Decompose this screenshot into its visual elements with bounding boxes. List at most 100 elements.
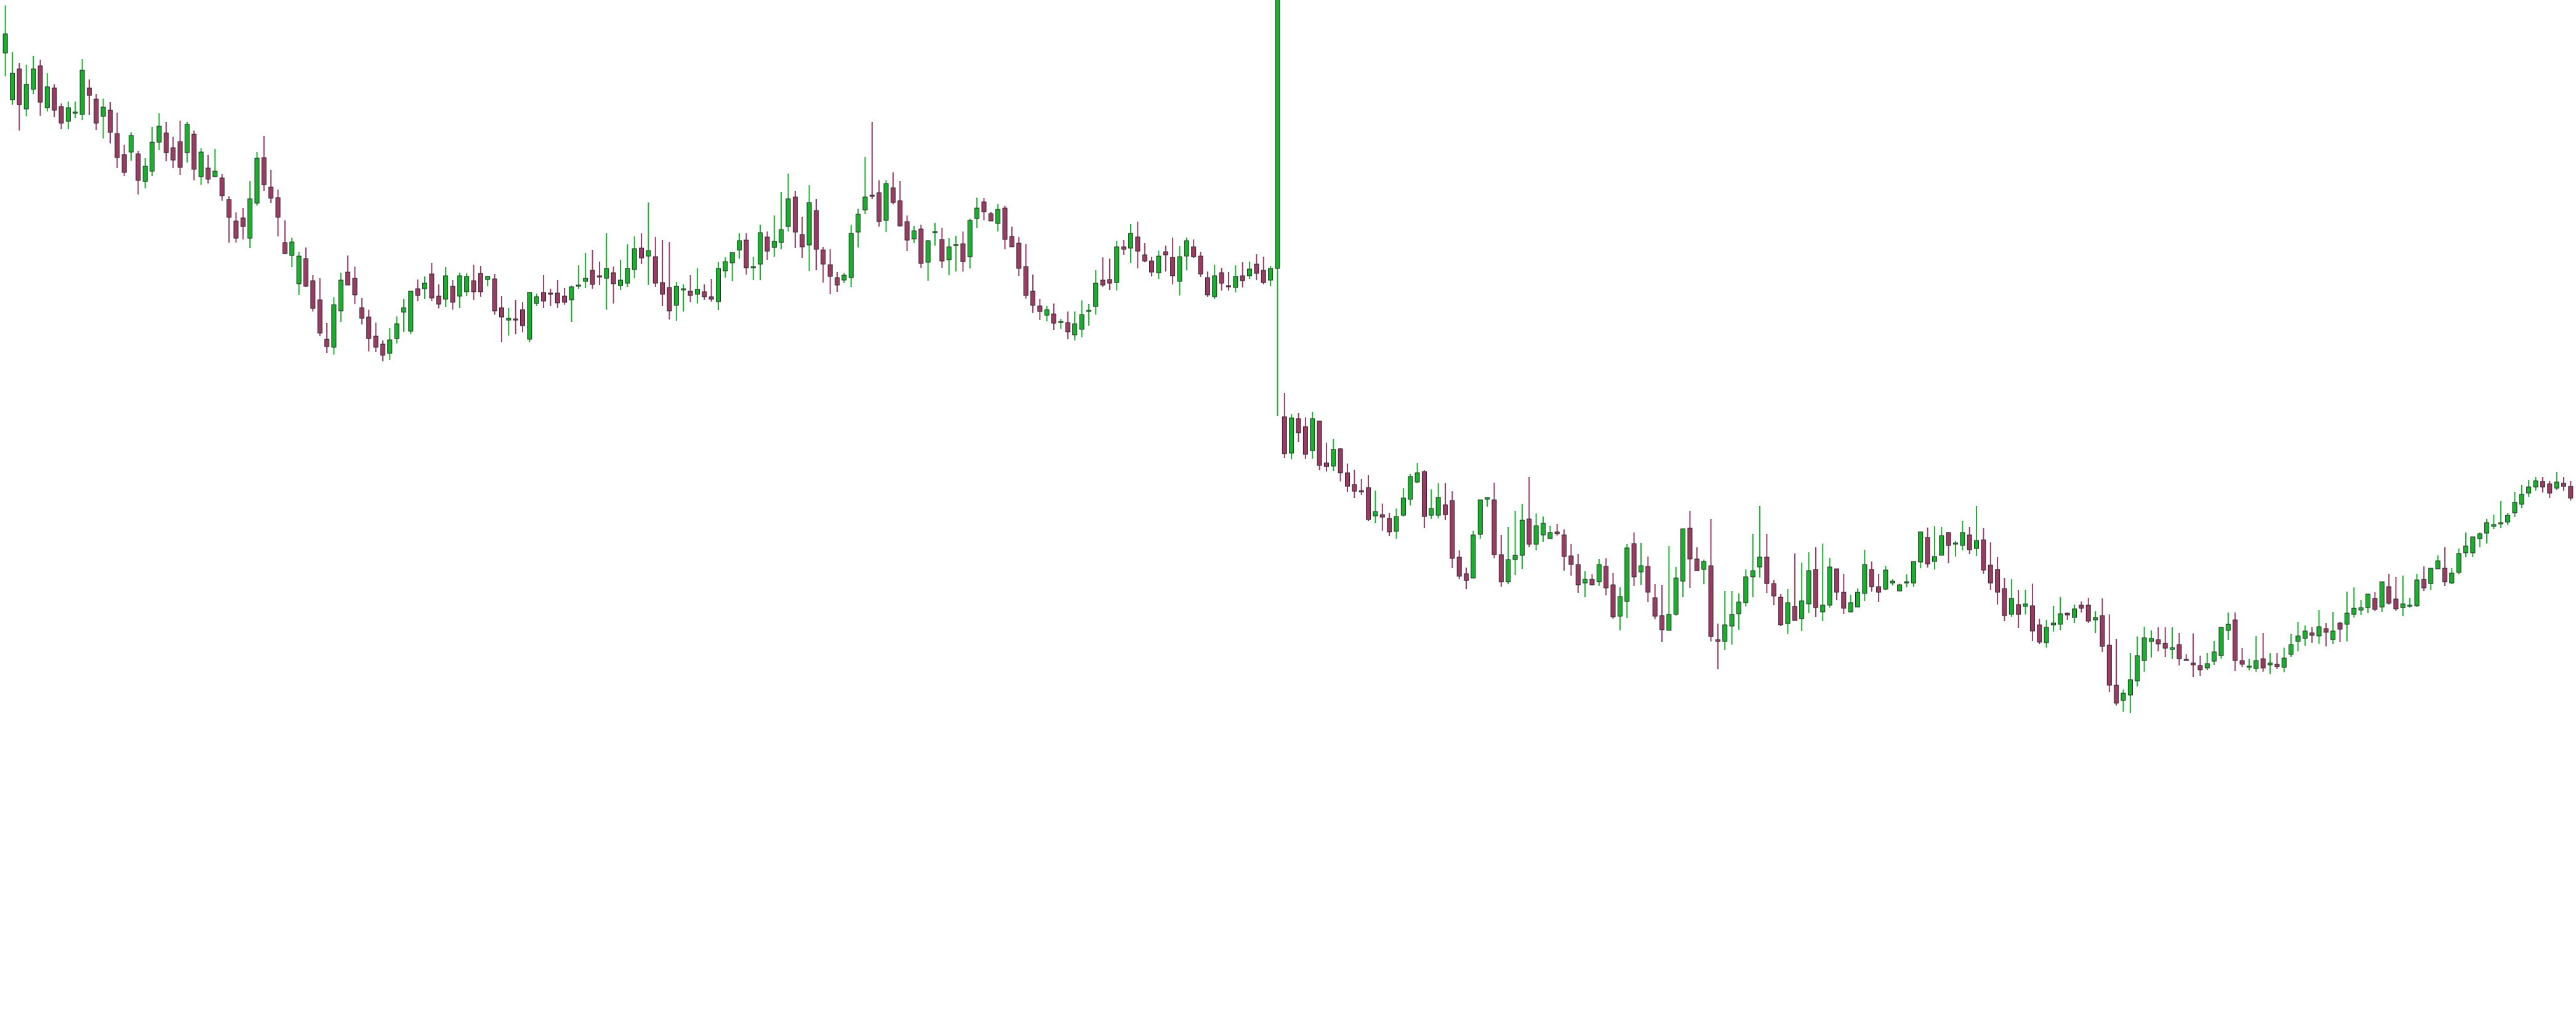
candle xyxy=(1946,532,1951,563)
candle-body-up xyxy=(883,183,889,221)
candle xyxy=(513,300,518,334)
candle xyxy=(1268,266,1274,286)
candle-body-down xyxy=(639,247,644,259)
candle xyxy=(821,247,826,283)
candle-body-down xyxy=(1240,275,1245,281)
candle xyxy=(813,199,819,270)
candle-body-down xyxy=(1575,564,1581,585)
candle-body-down xyxy=(450,286,455,303)
candle xyxy=(1715,624,1720,669)
candle xyxy=(1491,483,1497,558)
candle-body-down xyxy=(1387,518,1392,533)
candle xyxy=(2407,598,2413,608)
candle-body-up xyxy=(73,111,78,114)
candle-body-up xyxy=(1512,555,1518,560)
candle-body-down xyxy=(869,195,875,197)
candle xyxy=(2491,515,2497,529)
candle xyxy=(331,297,337,355)
candle xyxy=(1219,268,1224,291)
candle xyxy=(827,249,833,294)
candle-body-up xyxy=(1506,559,1511,582)
candle xyxy=(2044,620,2049,648)
candle-body-up xyxy=(569,286,574,300)
candle-body-up xyxy=(1114,246,1120,283)
candle-body-down xyxy=(1995,569,2000,593)
candle-body-up xyxy=(2463,545,2469,553)
candle xyxy=(324,323,330,353)
candle-body-down xyxy=(800,234,805,247)
candle xyxy=(394,316,399,344)
candle-body-down xyxy=(436,295,441,305)
candle xyxy=(268,170,274,203)
candle-body-down xyxy=(939,239,945,262)
candle-body-up xyxy=(1400,497,1406,516)
candle xyxy=(1988,542,1993,590)
candle-body-down xyxy=(1009,236,1014,247)
candle xyxy=(1275,0,1280,416)
candle-body-down xyxy=(2274,664,2280,667)
candle-body-down xyxy=(2162,643,2168,649)
candle xyxy=(946,238,952,275)
candle-body-up xyxy=(2533,480,2538,488)
candle xyxy=(583,253,588,288)
candle xyxy=(2156,627,2161,651)
candle-body-down xyxy=(1645,566,1651,593)
candle-body-up xyxy=(1275,0,1280,269)
candle-body-down xyxy=(373,336,379,348)
candle xyxy=(100,98,106,139)
candle xyxy=(1282,393,1287,458)
candle xyxy=(729,252,735,281)
candle-body-down xyxy=(1967,534,1972,550)
candle xyxy=(1568,544,1574,576)
candle xyxy=(1743,569,1749,606)
candle xyxy=(1596,559,1602,586)
candle-body-up xyxy=(2470,536,2476,553)
candle-body-up xyxy=(995,209,1001,224)
candle xyxy=(387,328,393,360)
candle xyxy=(800,217,805,258)
candle-body-up xyxy=(1757,557,1763,568)
candle-body-down xyxy=(1659,615,1665,630)
candle-body-up xyxy=(1156,255,1162,273)
candle-body-up xyxy=(331,304,337,348)
candle xyxy=(2302,625,2308,646)
candle-body-down xyxy=(1205,277,1210,295)
candle-body-up xyxy=(1904,581,1909,584)
candle xyxy=(1135,222,1141,268)
candle xyxy=(2323,623,2329,646)
candle xyxy=(2274,653,2280,669)
candle-body-down xyxy=(359,307,364,319)
candle-body-down xyxy=(1708,565,1714,637)
candle xyxy=(1121,240,1126,255)
candle xyxy=(646,203,651,285)
candle-body-down xyxy=(1450,500,1455,559)
candle-body-down xyxy=(1016,243,1022,269)
candle-body-up xyxy=(1519,520,1525,556)
candle-body-down xyxy=(1366,487,1371,520)
candle xyxy=(1498,535,1504,587)
candle xyxy=(1317,420,1322,470)
candle-body-down xyxy=(1778,597,1784,625)
candle xyxy=(303,247,309,287)
candle-body-up xyxy=(1079,314,1085,330)
candle xyxy=(1876,574,1882,602)
candle-body-up xyxy=(2484,522,2490,534)
candle-body-down xyxy=(171,147,176,161)
candle xyxy=(660,240,665,306)
candle-body-down xyxy=(1687,528,1693,560)
candle-body-up xyxy=(1827,566,1832,606)
candle-body-up xyxy=(212,171,218,177)
candle-body-up xyxy=(967,220,973,257)
candle-body-up xyxy=(2289,644,2294,655)
candle xyxy=(694,268,700,303)
candle xyxy=(1673,567,1679,616)
candle-body-down xyxy=(611,272,616,284)
candle xyxy=(233,212,239,243)
candle xyxy=(2330,612,2336,644)
candle-body-up xyxy=(289,241,295,256)
candle xyxy=(604,233,609,310)
candle-body-up xyxy=(1212,275,1218,297)
candle-body-up xyxy=(1435,497,1441,516)
candle-body-down xyxy=(352,278,358,295)
